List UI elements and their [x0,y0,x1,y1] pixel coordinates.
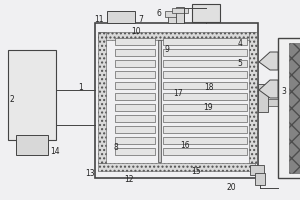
Bar [255,173,265,185]
Text: 6: 6 [157,9,161,19]
Bar [115,82,155,89]
Bar [98,163,255,171]
Bar [115,71,155,78]
Text: 5: 5 [238,60,242,68]
Text: 2: 2 [9,96,14,104]
Bar [163,71,247,78]
Bar [8,50,56,140]
Text: 12: 12 [124,176,134,184]
Text: 13: 13 [85,170,95,178]
Text: 3: 3 [281,88,286,97]
Text: 10: 10 [131,27,140,36]
Bar [163,104,247,111]
Bar [163,126,247,133]
Bar [176,7,184,23]
Bar [250,165,264,175]
Bar [98,32,106,163]
Bar [95,23,258,178]
Bar [115,126,155,133]
Bar [115,104,155,111]
Bar [115,93,155,100]
Bar [98,32,255,40]
Text: 4: 4 [238,40,242,48]
Text: 18: 18 [204,83,213,92]
Bar [163,115,247,122]
Text: 16: 16 [181,142,190,150]
Text: 19: 19 [204,104,213,112]
Bar [163,148,247,155]
Bar [258,84,268,112]
Polygon shape [259,52,278,70]
Bar [268,88,280,96]
Polygon shape [259,80,278,98]
Bar [115,137,155,144]
Bar [278,38,300,178]
Bar [268,99,278,106]
Bar [115,115,155,122]
Bar [289,43,300,173]
Bar [249,32,257,163]
Bar [115,38,155,45]
Text: 14: 14 [51,148,60,156]
Bar [165,11,183,17]
Text: 11: 11 [94,16,104,24]
Bar [158,40,161,162]
Bar [192,4,220,22]
Bar [163,38,247,45]
Bar [115,148,155,155]
Bar [16,135,48,155]
Bar [115,60,155,67]
Bar [163,60,247,67]
Text: 8: 8 [113,144,118,152]
Bar [163,137,247,144]
Bar [107,11,135,23]
Text: 1: 1 [79,83,83,92]
Bar [168,13,180,23]
Bar [163,82,247,89]
Text: 15: 15 [191,168,200,176]
Text: 9: 9 [164,46,169,54]
Bar [115,49,155,56]
Text: 17: 17 [174,90,183,98]
Bar [163,93,247,100]
Bar [172,8,188,13]
Text: 7: 7 [138,16,143,24]
Text: 20: 20 [226,184,236,192]
Bar [163,49,247,56]
